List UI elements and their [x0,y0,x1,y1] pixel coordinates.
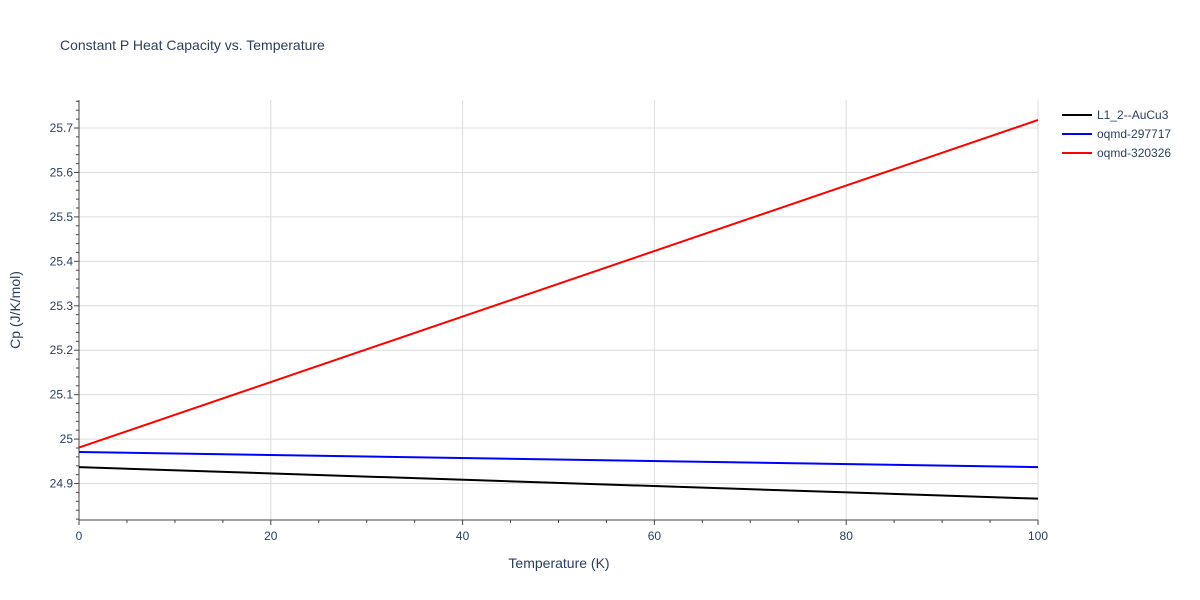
y-tick-label: 25.3 [50,299,74,313]
legend-label: oqmd-320326 [1097,146,1171,160]
x-tick-label: 0 [76,529,83,543]
x-tick-label: 60 [648,529,662,543]
y-tick-label: 25.1 [50,388,74,402]
plot-area [78,119,1039,500]
grid [79,100,1039,520]
series-line [78,466,1039,500]
x-tick-label: 20 [264,529,278,543]
chart-title: Constant P Heat Capacity vs. Temperature [60,37,325,53]
y-tick-label: 25.2 [50,343,74,357]
y-tick-label: 25.5 [50,210,74,224]
y-tick-label: 24.9 [50,477,74,491]
y-tick-label: 25.7 [50,121,74,135]
x-axis-title: Temperature (K) [508,555,609,571]
series-line [78,119,1039,449]
legend-label: oqmd-297717 [1097,127,1171,141]
series-line [78,451,1039,469]
axes: 0 20 40 60 80 100 24.9 25 25.1 25.2 25.3 25.4 25.5 25… [50,100,1048,543]
x-tick-label: 40 [456,529,470,543]
legend-label: L1_2--AuCu3 [1097,108,1169,122]
y-tick-label: 25.4 [50,254,74,268]
y-tick-label: 25 [60,432,74,446]
y-tick-label: 25.6 [50,165,74,179]
x-tick-label: 80 [840,529,854,543]
x-tick-label: 100 [1028,529,1048,543]
legend: L1_2--AuCu3 oqmd-297717 oqmd-320326 [1062,108,1171,160]
y-axis-title: Cp (J/K/mol) [7,271,23,349]
